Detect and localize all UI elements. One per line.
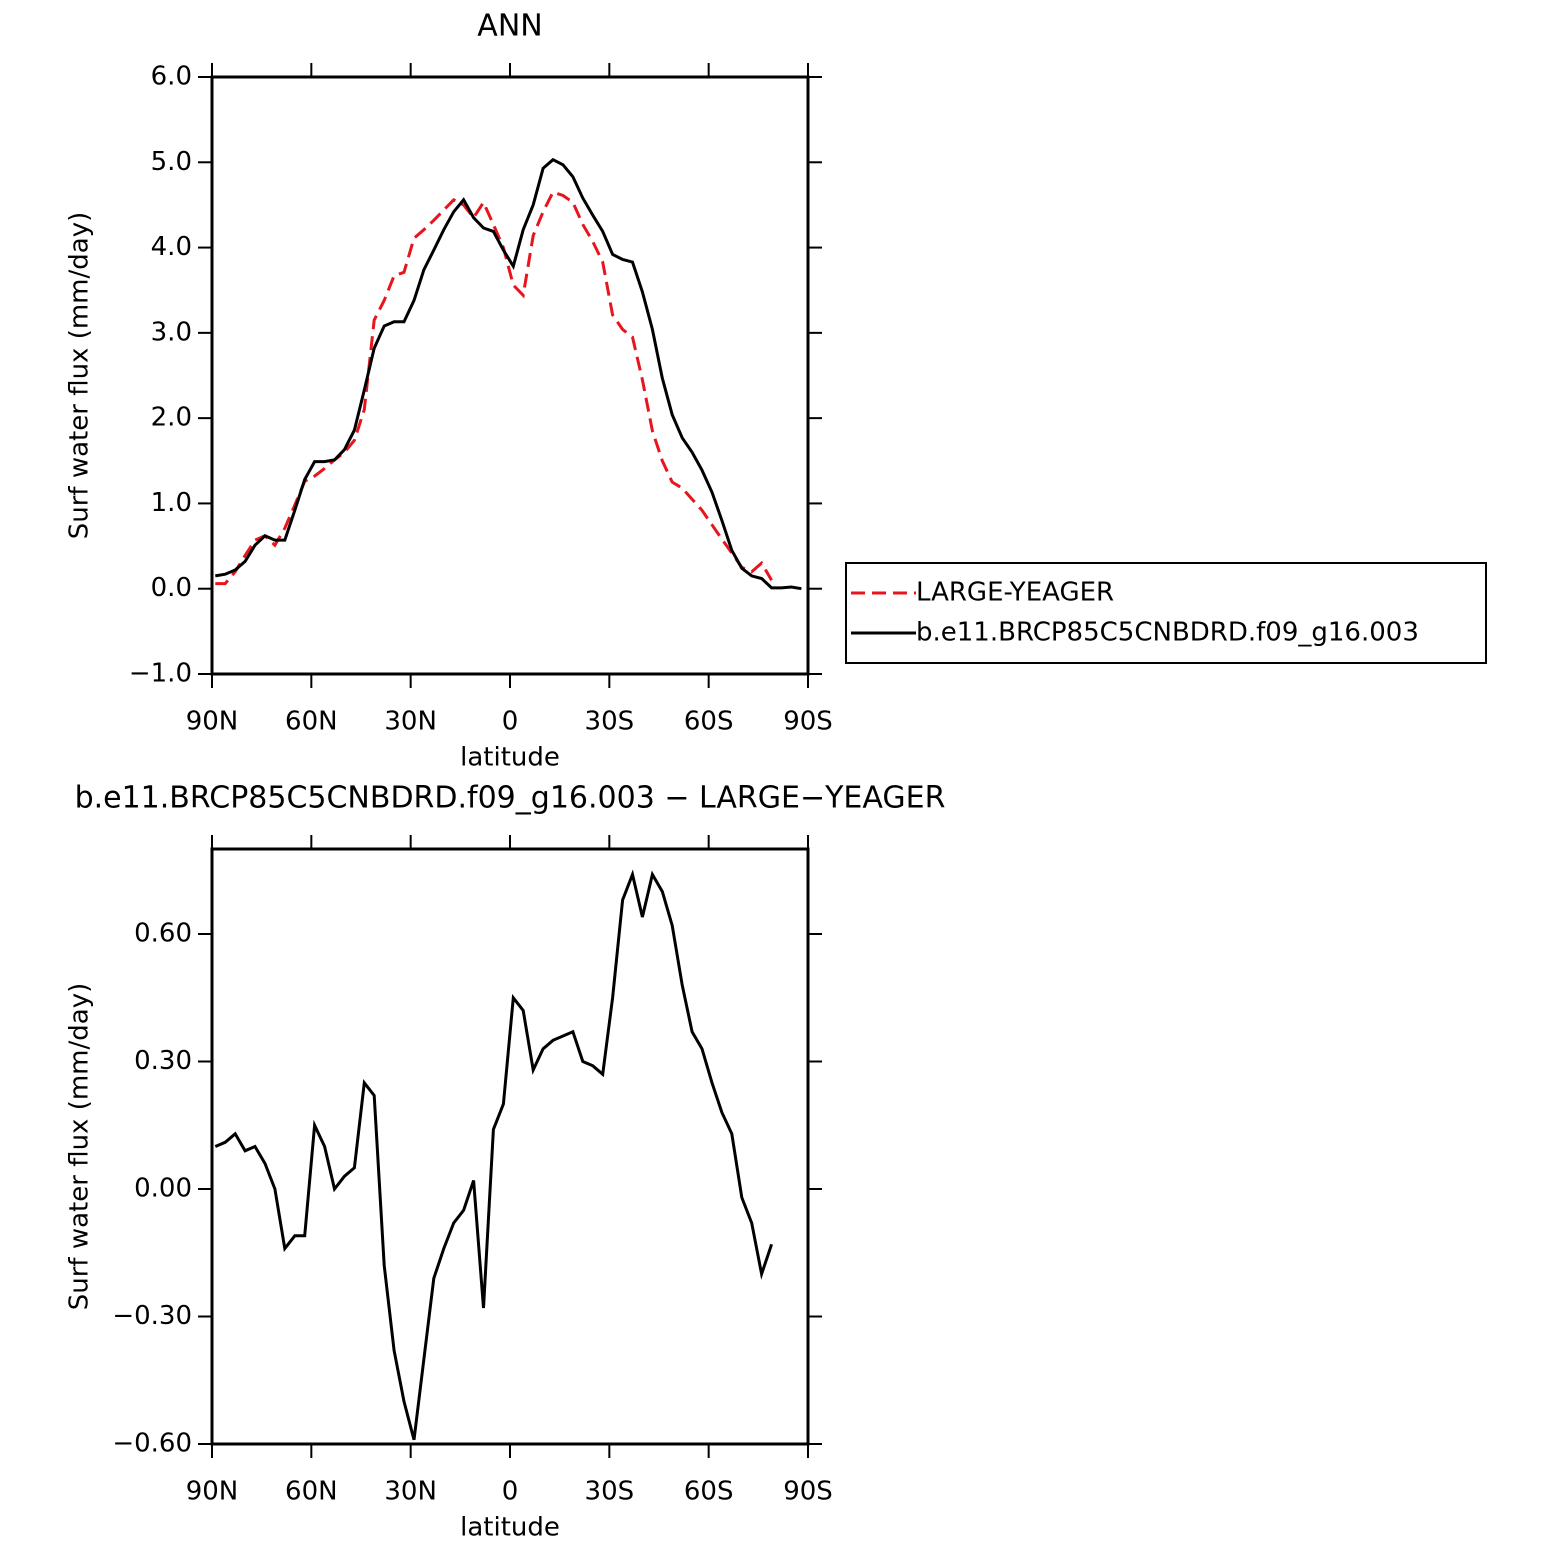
legend-label: LARGE-YEAGER bbox=[916, 578, 1114, 608]
y-axis-label: Surf water flux (mm/day) bbox=[65, 983, 95, 1310]
y-tick-label: 3.0 bbox=[151, 317, 192, 347]
y-tick-label: 0.0 bbox=[151, 573, 192, 603]
data-line bbox=[215, 157, 802, 591]
legend-label: b.e11.BRCP85C5CNBDRD.f09_g16.003 bbox=[916, 618, 1419, 648]
x-tick-label: 60N bbox=[285, 1477, 338, 1507]
y-tick-label: 4.0 bbox=[151, 232, 192, 262]
y-axis-label: Surf water flux (mm/day) bbox=[65, 212, 95, 539]
y-tick-label: −0.30 bbox=[112, 1301, 192, 1331]
x-tick-label: 0 bbox=[502, 707, 519, 737]
x-tick-label: 30N bbox=[384, 707, 437, 737]
chart-title: b.e11.BRCP85C5CNBDRD.f09_g16.003 − LARGE… bbox=[75, 781, 946, 816]
plot-frame bbox=[210, 75, 810, 676]
data-line bbox=[215, 190, 773, 586]
x-tick-label: 90S bbox=[783, 707, 833, 737]
y-tick-label: 1.0 bbox=[151, 488, 192, 518]
y-tick-label: 0.30 bbox=[134, 1046, 192, 1076]
y-tick-label: 5.0 bbox=[151, 147, 192, 177]
x-tick-label: 90N bbox=[186, 1477, 239, 1507]
x-tick-label: 30N bbox=[384, 1477, 437, 1507]
y-tick-label: 0.00 bbox=[134, 1174, 192, 1204]
x-tick-label: 0 bbox=[502, 1477, 519, 1507]
x-tick-label: 30S bbox=[585, 707, 635, 737]
x-tick-label: 60N bbox=[285, 707, 338, 737]
y-tick-label: 6.0 bbox=[151, 62, 192, 92]
x-tick-label: 30S bbox=[585, 1477, 635, 1507]
x-tick-label: 60S bbox=[684, 707, 734, 737]
x-tick-label: 90N bbox=[186, 707, 239, 737]
y-tick-label: −1.0 bbox=[129, 659, 192, 689]
x-tick-label: 90S bbox=[783, 1477, 833, 1507]
data-line bbox=[214, 869, 774, 1441]
x-axis-label: latitude bbox=[460, 1513, 560, 1543]
x-axis-label: latitude bbox=[460, 743, 560, 773]
plot-frame bbox=[210, 847, 810, 1446]
legend-box bbox=[845, 562, 1487, 664]
y-tick-label: −0.60 bbox=[112, 1429, 192, 1459]
y-tick-label: 0.60 bbox=[134, 919, 192, 949]
chart-title: ANN bbox=[477, 9, 542, 44]
y-tick-label: 2.0 bbox=[151, 403, 192, 433]
x-tick-label: 60S bbox=[684, 1477, 734, 1507]
